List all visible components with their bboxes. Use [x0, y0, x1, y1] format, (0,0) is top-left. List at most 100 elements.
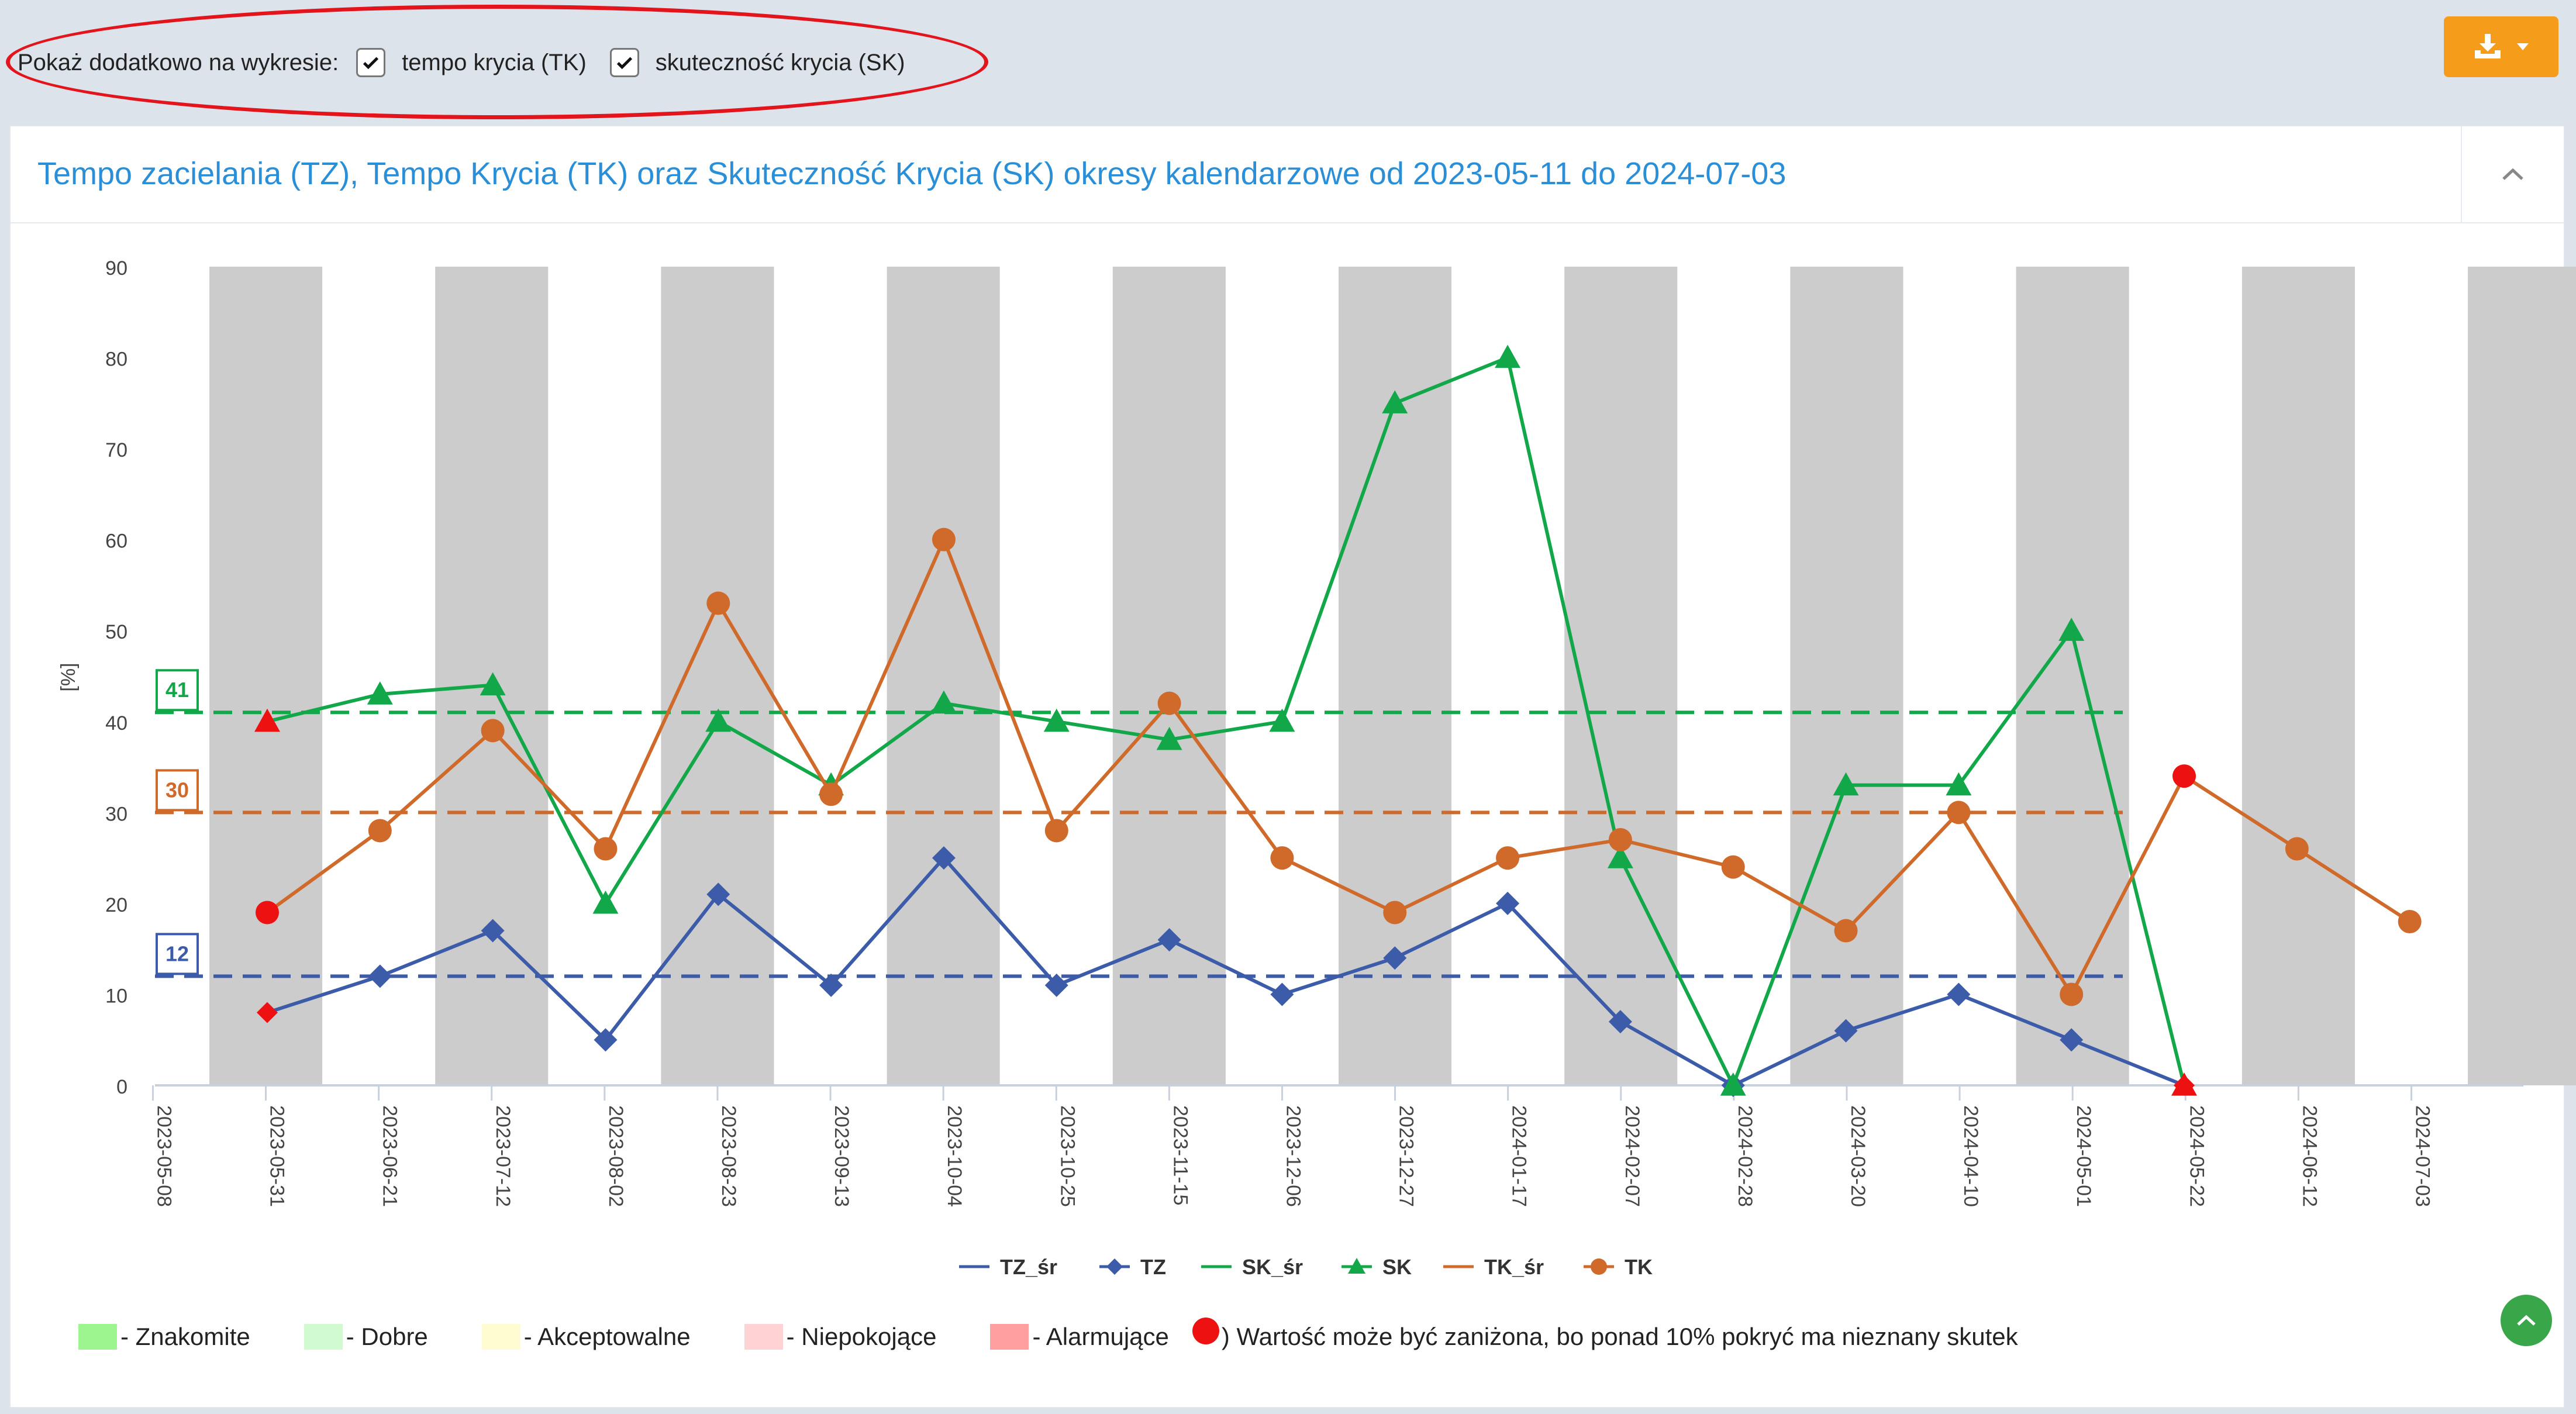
swatch — [744, 1324, 783, 1350]
x-tick-label: 2024-03-20 — [1847, 1105, 1869, 1207]
sk-checkbox[interactable] — [609, 48, 639, 77]
data-point-TZ — [2060, 1028, 2084, 1052]
data-point-SK — [1946, 772, 1972, 796]
data-point-TK — [2060, 982, 2084, 1006]
x-tick-label: 2023-09-13 — [830, 1105, 853, 1207]
y-tick-label: 90 — [105, 257, 127, 280]
x-tick-label: 2024-05-01 — [2072, 1105, 2095, 1207]
legend-label: - Dobre — [346, 1323, 428, 1350]
legend-label: - Niepokojące — [786, 1323, 937, 1350]
underestimate-note: ) Wartość może być zaniżona, bo ponad 10… — [1192, 1318, 2018, 1351]
data-point-TZ — [1834, 1019, 1858, 1043]
data-point-SK — [2171, 1072, 2197, 1096]
data-point-TK — [256, 901, 279, 925]
x-tick-label: 2023-08-02 — [605, 1105, 627, 1207]
caret-down-icon — [2517, 43, 2529, 50]
average-badge — [156, 933, 199, 975]
download-icon — [2475, 34, 2501, 58]
data-point-TZ — [368, 964, 392, 988]
check-icon — [616, 57, 632, 70]
note-text: ) Wartość może być zaniżona, bo ponad 10… — [1221, 1323, 2018, 1350]
data-point-TZ — [481, 919, 505, 943]
data-point-SK — [930, 690, 957, 714]
legend-label: TK_śr — [1484, 1255, 1544, 1279]
check-icon — [363, 57, 379, 70]
category-legend: - Znakomite - Dobre - Akceptowalne - Nie… — [78, 1318, 2018, 1354]
data-point-SK — [1043, 708, 1070, 732]
grid-band — [2468, 267, 2576, 1085]
data-point-SK — [254, 708, 280, 732]
legend-marker-icon — [1591, 1258, 1607, 1275]
x-tick-label: 2023-08-23 — [718, 1105, 740, 1207]
grid-band — [1564, 267, 1678, 1085]
legend-label: SK_śr — [1242, 1255, 1303, 1279]
x-tick-label: 2024-02-07 — [1621, 1105, 1643, 1207]
y-tick-label: 20 — [105, 894, 127, 916]
legend-label: - Akceptowalne — [523, 1323, 691, 1350]
data-point-SK — [480, 672, 506, 696]
legend-label: - Alarmujące — [1032, 1323, 1169, 1350]
x-tick-label: 2023-11-15 — [1169, 1105, 1191, 1205]
grid-band — [1790, 267, 1903, 1085]
red-dot-icon — [1192, 1318, 1219, 1344]
x-tick-label: 2023-05-31 — [266, 1105, 288, 1207]
data-point-TZ — [594, 1028, 618, 1052]
data-point-SK — [1156, 726, 1182, 750]
average-badge-label: 12 — [165, 941, 189, 965]
data-point-TK — [2398, 910, 2422, 933]
sk-checkbox-label[interactable]: skuteczność krycia (SK) — [655, 49, 905, 75]
data-point-TK — [706, 591, 730, 615]
data-point-SK — [1607, 845, 1633, 868]
data-point-SK — [2058, 618, 2085, 641]
x-tick-label: 2024-04-10 — [1960, 1105, 1982, 1207]
scroll-top-button[interactable] — [2501, 1295, 2552, 1346]
y-tick-label: 30 — [105, 803, 127, 825]
y-tick-label: 70 — [105, 439, 127, 461]
data-point-TK — [1947, 801, 1971, 825]
average-badge — [156, 769, 199, 812]
data-point-SK — [1382, 390, 1408, 413]
y-tick-label: 40 — [105, 712, 127, 734]
x-tick-label: 2023-06-21 — [379, 1105, 401, 1207]
x-tick-label: 2023-12-06 — [1282, 1105, 1304, 1207]
x-tick-label: 2023-05-08 — [153, 1105, 175, 1207]
grid-band — [2016, 267, 2129, 1085]
panel-header: Tempo zacielania (TZ), Tempo Krycia (TK)… — [11, 126, 2564, 223]
data-point-TK — [819, 782, 843, 806]
data-point-SK — [1720, 1072, 1746, 1096]
data-point-TZ — [1270, 982, 1294, 1006]
grid-band — [887, 267, 1000, 1085]
legend-worrying: - Niepokojące — [744, 1323, 937, 1351]
data-point-TZ — [1608, 1010, 1632, 1034]
x-tick-label: 2023-10-25 — [1056, 1105, 1078, 1207]
tk-checkbox-label[interactable]: tempo krycia (TK) — [402, 49, 587, 75]
data-point-TK — [932, 527, 956, 551]
x-tick-label: 2023-07-12 — [492, 1105, 514, 1207]
swatch — [304, 1324, 343, 1350]
x-tick-label: 2023-10-04 — [943, 1105, 965, 1207]
legend-label: TK — [1625, 1255, 1653, 1279]
data-point-TK — [1834, 919, 1858, 943]
legend-marker-icon — [1348, 1258, 1365, 1274]
legend-excellent: - Znakomite — [78, 1323, 250, 1351]
export-button[interactable] — [2444, 16, 2558, 77]
grid-band — [209, 267, 323, 1085]
data-point-TK — [2285, 837, 2309, 861]
collapse-button[interactable] — [2461, 126, 2564, 222]
chevron-up-icon — [2517, 1315, 2536, 1326]
swatch — [481, 1324, 520, 1350]
y-tick-label: 50 — [105, 621, 127, 643]
data-point-TZ — [1496, 891, 1520, 915]
x-tick-label: 2023-12-27 — [1395, 1105, 1418, 1207]
grid-band — [2242, 267, 2355, 1085]
legend-label: - Znakomite — [120, 1323, 250, 1350]
swatch — [990, 1324, 1029, 1350]
data-point-TZ — [706, 882, 730, 906]
data-point-TZ — [1157, 928, 1181, 952]
tk-checkbox[interactable] — [356, 48, 386, 77]
grid-band — [661, 267, 774, 1085]
data-point-TK — [2172, 764, 2196, 788]
data-point-TK — [1270, 846, 1294, 870]
data-point-TZ — [1383, 946, 1407, 970]
